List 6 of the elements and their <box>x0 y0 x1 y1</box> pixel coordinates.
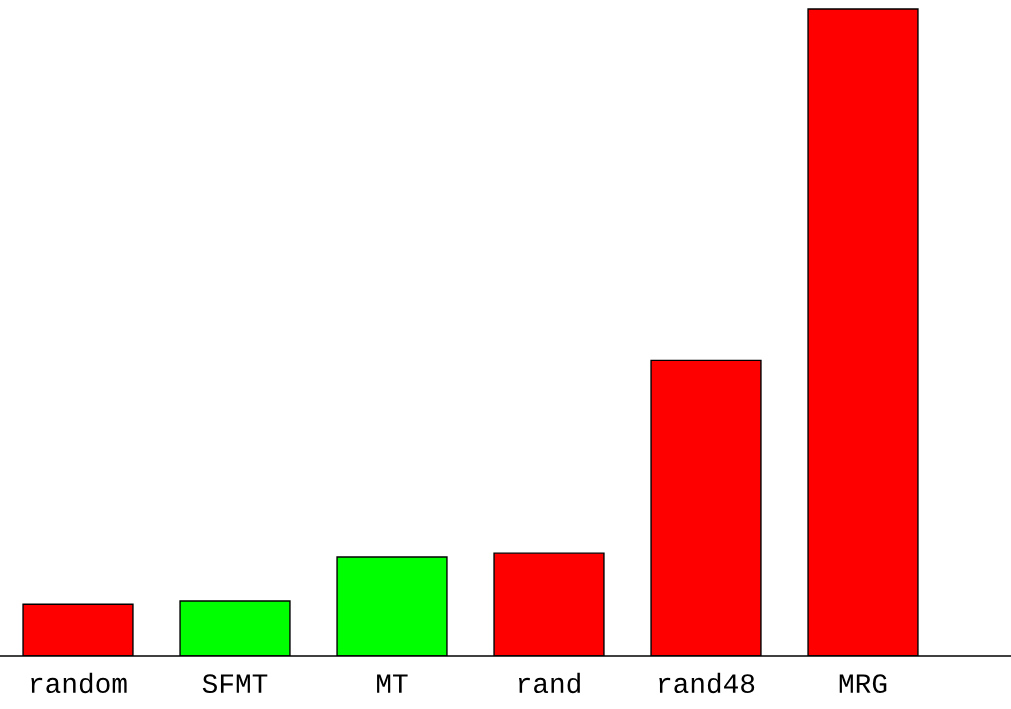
x-tick-label: MRG <box>839 674 887 694</box>
x-tick-label: rand <box>518 672 580 694</box>
x-tick-label: SFMT <box>202 674 268 694</box>
x-tick-label: MT <box>377 674 408 693</box>
x-tick-label: rand48 <box>659 672 755 694</box>
x-tick-label: random <box>31 672 127 694</box>
